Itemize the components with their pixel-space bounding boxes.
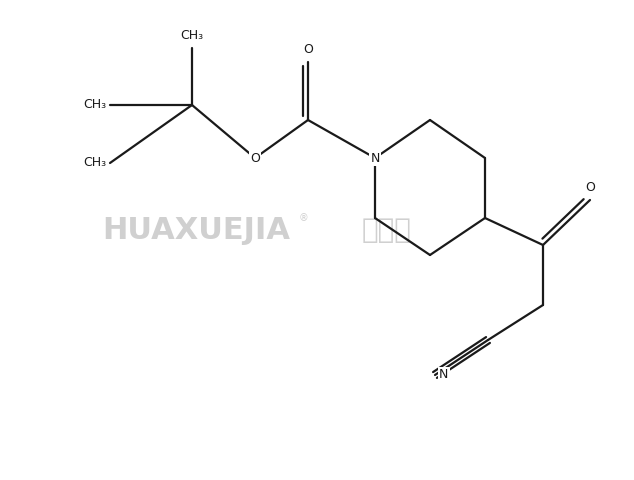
Text: 化学加: 化学加 <box>362 216 411 244</box>
Text: O: O <box>585 181 595 194</box>
Text: N: N <box>439 369 448 382</box>
Text: N: N <box>370 152 380 165</box>
Text: CH₃: CH₃ <box>181 29 204 42</box>
Text: CH₃: CH₃ <box>83 98 106 111</box>
Text: HUAXUEJIA: HUAXUEJIA <box>103 216 290 245</box>
Text: O: O <box>303 43 313 56</box>
Text: ®: ® <box>298 214 308 223</box>
Text: CH₃: CH₃ <box>83 156 106 169</box>
Text: O: O <box>250 152 260 165</box>
